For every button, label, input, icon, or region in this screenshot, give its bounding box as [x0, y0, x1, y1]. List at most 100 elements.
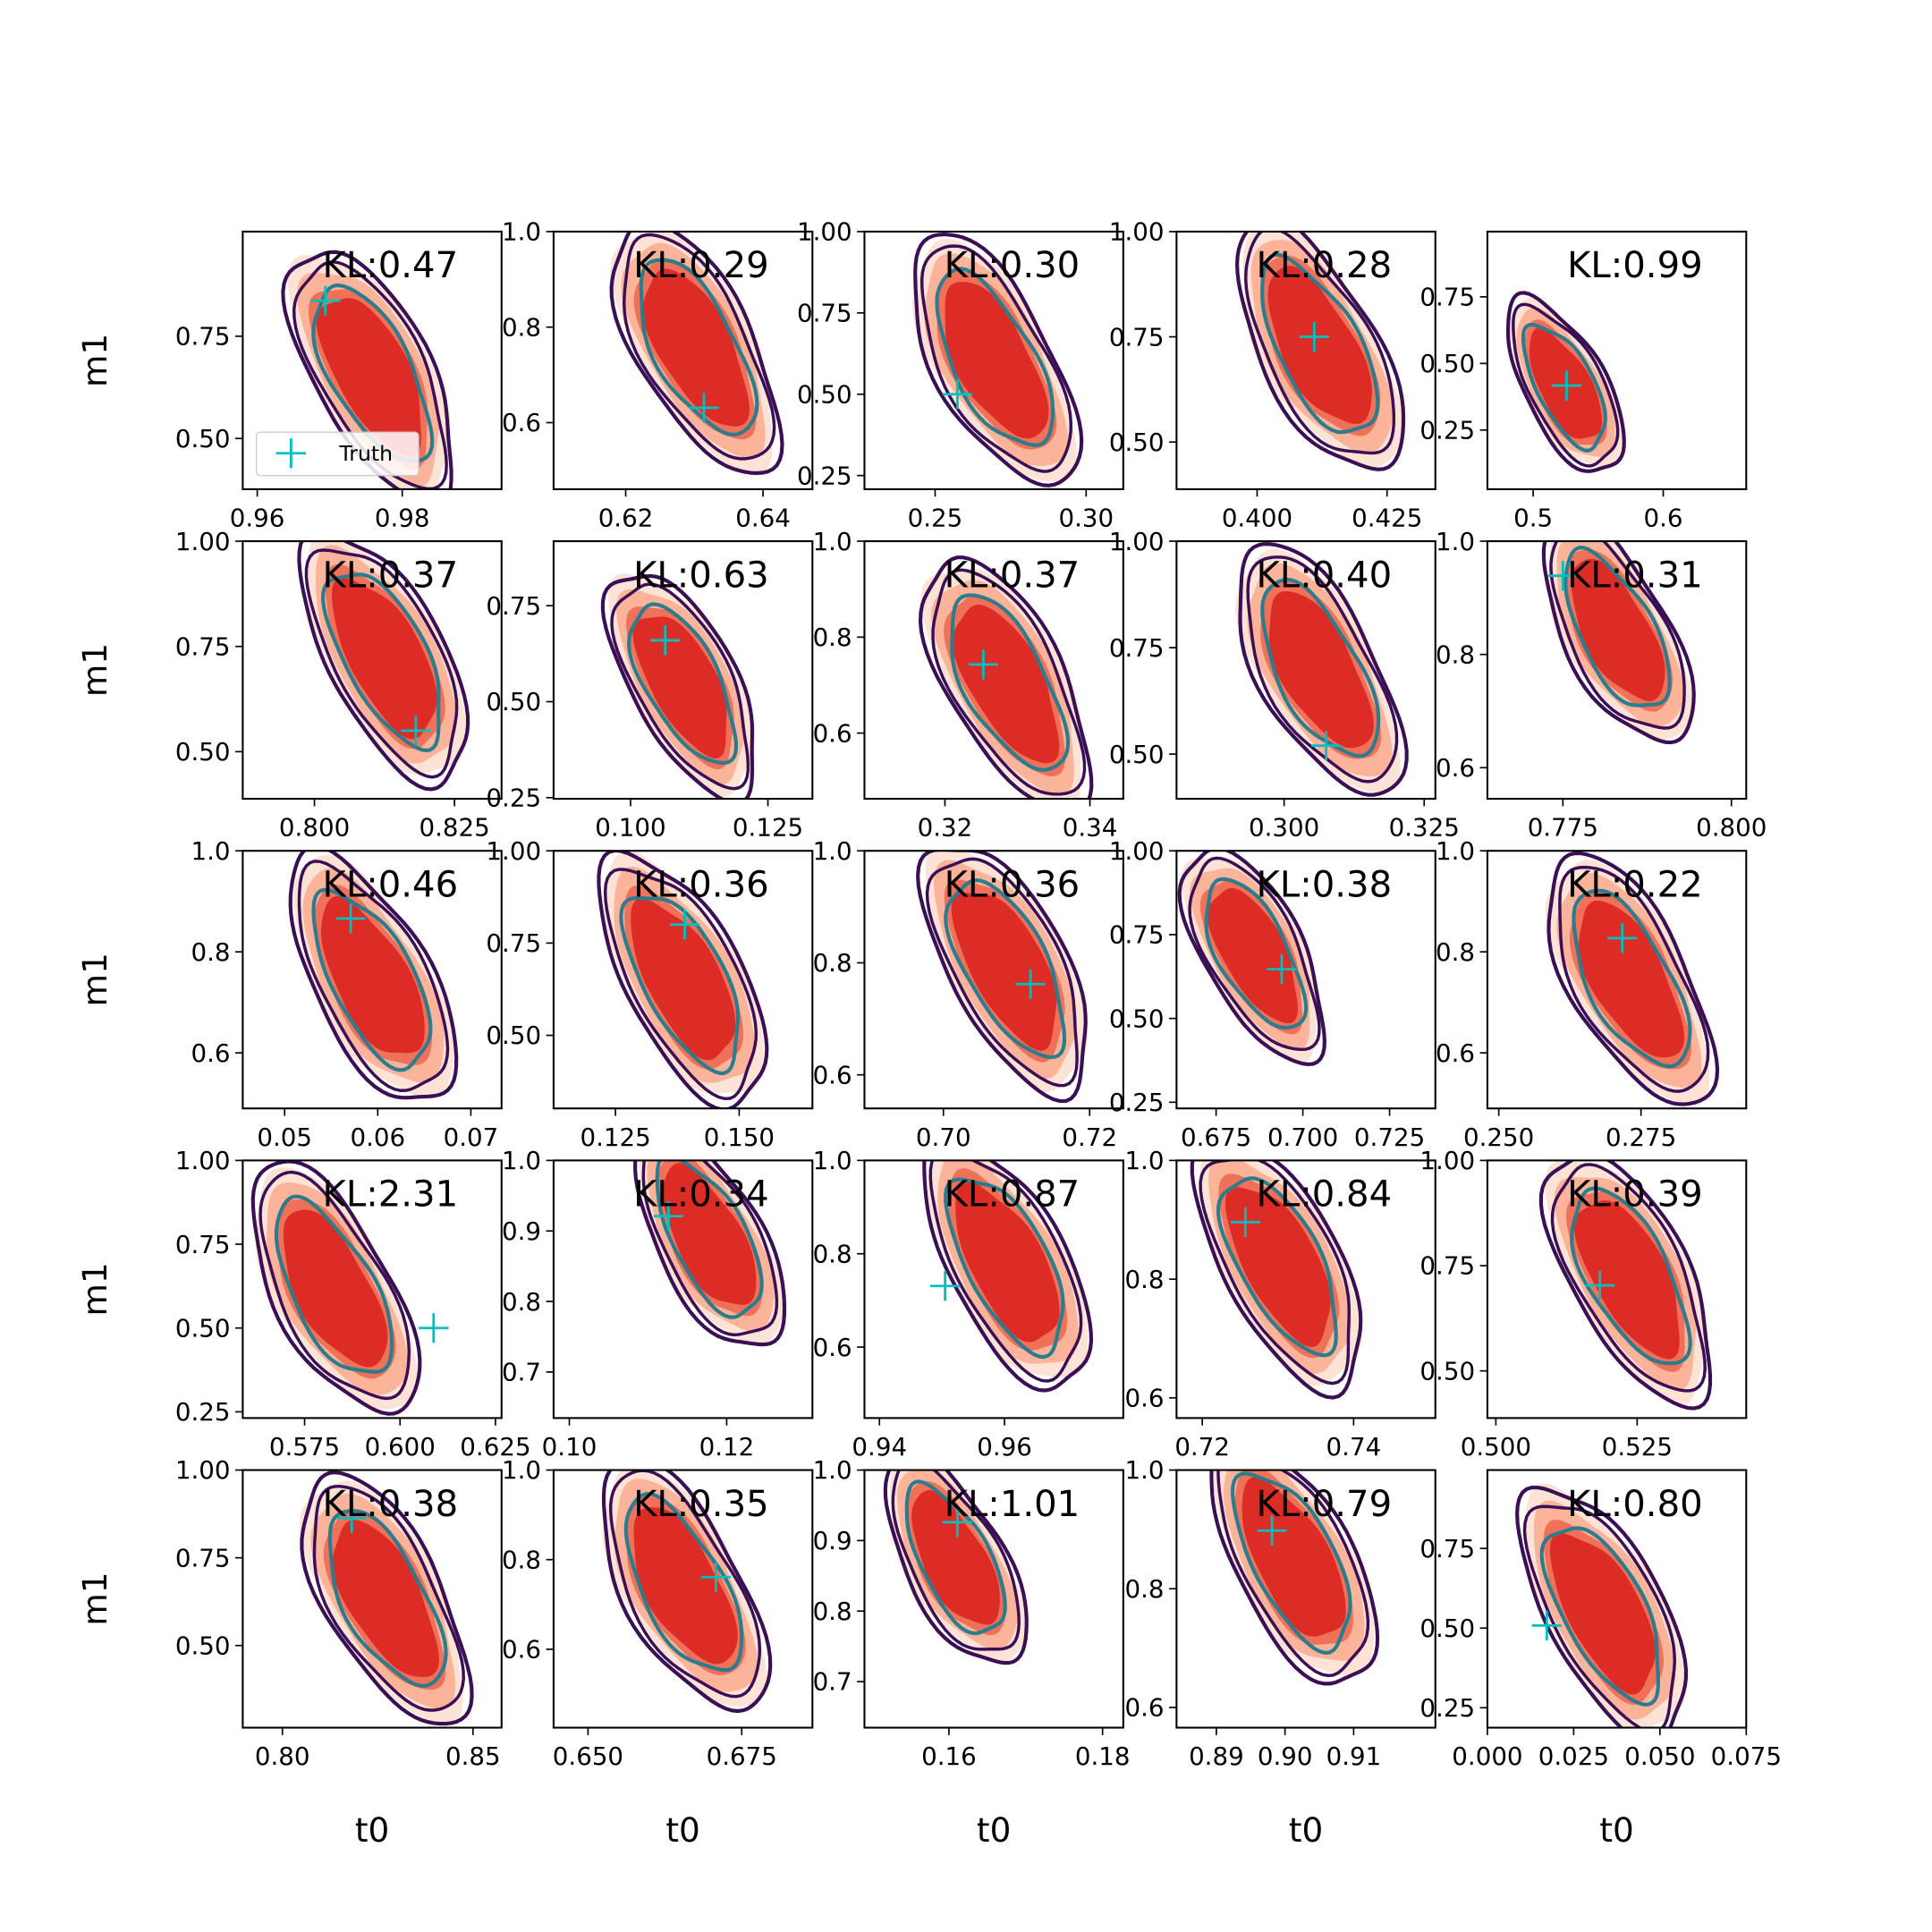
y-tick-label: 0.50 — [486, 1021, 541, 1050]
contour-line — [1260, 252, 1380, 435]
x-tick-label: 0.70 — [916, 1123, 971, 1152]
axes-frame — [242, 850, 503, 1110]
axes-frame — [1175, 540, 1436, 801]
truth-marker — [689, 393, 719, 423]
truth-marker — [310, 285, 341, 316]
truth-marker — [1267, 953, 1297, 985]
contour-line — [641, 1160, 779, 1337]
y-axis-label: m1 — [75, 953, 114, 1006]
y-tick-label: 0.6 — [1436, 753, 1475, 783]
subplot: 0.300 0.325 0.50 0.75 1.00 KL:0.40 — [1109, 527, 1460, 843]
x-tick-label: 0.050 — [1624, 1741, 1695, 1771]
y-tick-label: 0.75 — [1109, 322, 1165, 352]
x-tick-label: 0.300 — [1249, 813, 1319, 843]
contour-line — [935, 267, 1055, 448]
x-tick-label: 0.94 — [852, 1432, 907, 1462]
subplot: 0.94 0.96 0.6 0.8 1.0 KL:0.87 — [813, 1146, 1124, 1462]
contour-line — [633, 1160, 787, 1347]
contour-line — [1505, 291, 1626, 473]
density-fill — [1549, 1533, 1656, 1695]
contour-line — [916, 851, 1088, 1104]
y-tick-label: 0.50 — [1419, 1356, 1475, 1385]
y-tick-label: 0.8 — [813, 948, 852, 978]
subplot: 0.96 0.98 0.50 0.75 KL:0.47 m1 Truth — [75, 230, 503, 532]
y-tick-label: 0.6 — [813, 1333, 852, 1362]
y-tick-label: 0.50 — [175, 1631, 231, 1660]
legend-label: Truth — [338, 441, 393, 466]
contour-line — [639, 258, 759, 437]
contour-line — [1204, 877, 1309, 1030]
x-tick-label: 0.72 — [1062, 1123, 1117, 1152]
x-tick-label: 0.06 — [350, 1123, 405, 1152]
y-tick-label: 0.7 — [502, 1358, 541, 1387]
contour-line — [601, 1470, 773, 1714]
y-tick-label: 0.6 — [1436, 1038, 1475, 1068]
axes-frame — [1175, 1469, 1436, 1729]
subplot: 0.5 0.6 0.25 0.50 0.75 KL:0.99 — [1419, 230, 1748, 532]
contour-line — [1246, 555, 1399, 784]
y-tick-label: 0.8 — [502, 312, 541, 342]
axes-frame — [1175, 230, 1436, 490]
subplot: 0.16 0.18 0.7 0.8 0.9 1.0 KL:1.01 t0 — [813, 1455, 1131, 1850]
contour-line — [1546, 851, 1720, 1106]
x-tick-label: 0.800 — [1696, 813, 1767, 843]
density-fill — [1268, 591, 1374, 749]
subplot: 0.62 0.64 0.6 0.8 1.0 KL:0.29 — [502, 217, 814, 532]
contour-line — [1550, 1163, 1707, 1393]
subplot: 0.100 0.125 0.25 0.50 0.75 KL:0.63 — [486, 540, 814, 843]
truth-marker — [700, 1562, 732, 1592]
y-tick-label: 0.50 — [175, 1313, 231, 1343]
y-tick-label: 0.6 — [1124, 1384, 1164, 1413]
contour-line — [623, 1492, 744, 1673]
x-axis-label: t0 — [1599, 1810, 1633, 1850]
subplot: 0.775 0.800 0.6 0.8 1.0 KL:0.31 — [1436, 527, 1767, 843]
contour-line — [297, 860, 450, 1093]
y-tick-label: 0.25 — [1419, 415, 1475, 445]
density-contours — [1209, 1470, 1380, 1686]
contour-line — [1539, 1526, 1660, 1707]
axes-frame — [1486, 1159, 1748, 1419]
axes-frame — [242, 1159, 503, 1419]
y-tick-label: 0.8 — [813, 1239, 852, 1268]
contour-line — [1522, 1504, 1677, 1728]
x-tick-label: 0.16 — [921, 1741, 977, 1771]
x-tick-label: 0.30 — [1058, 503, 1114, 532]
contour-line — [1209, 1470, 1380, 1686]
annotation: KL:0.28 — [1257, 245, 1393, 286]
annotation: KL:1.01 — [945, 1484, 1080, 1525]
y-tick-label: 0.8 — [1124, 1265, 1164, 1294]
x-axis-label: t0 — [1289, 1810, 1323, 1850]
axes-frame — [1486, 850, 1748, 1110]
contour-line — [297, 541, 470, 792]
annotation: KL:0.99 — [1567, 245, 1703, 286]
axes-frame — [552, 230, 814, 490]
density-fill — [945, 282, 1049, 439]
annotation: KL:2.31 — [323, 1174, 459, 1216]
y-tick-label: 1.00 — [175, 1146, 231, 1175]
y-tick-label: 1.0 — [813, 527, 852, 556]
truth-marker — [1585, 1270, 1615, 1301]
axes-frame — [1486, 1469, 1748, 1729]
y-tick-label: 0.25 — [175, 1397, 231, 1427]
y-tick-label: 1.00 — [1109, 217, 1165, 247]
x-tick-label: 0.96 — [977, 1432, 1032, 1462]
density-contours — [1235, 231, 1406, 471]
x-tick-label: 0.89 — [1189, 1741, 1244, 1771]
truth-marker — [1230, 1207, 1260, 1238]
annotation: KL:0.40 — [1257, 555, 1393, 596]
contour-line — [1541, 541, 1696, 745]
y-tick-label: 1.0 — [502, 217, 541, 247]
x-tick-label: 0.07 — [444, 1123, 499, 1152]
density-contours — [1538, 1160, 1713, 1411]
axes-frame — [863, 230, 1124, 490]
x-tick-label: 0.05 — [257, 1123, 312, 1152]
density-contours — [600, 573, 756, 800]
axes-frame — [1486, 230, 1748, 490]
annotation: KL:0.35 — [633, 1484, 769, 1525]
contour-line — [327, 1509, 448, 1688]
axes-frame — [552, 1469, 814, 1729]
truth-marker — [401, 716, 431, 746]
annotation: KL:0.79 — [1257, 1484, 1393, 1525]
density-contours — [1541, 541, 1696, 745]
